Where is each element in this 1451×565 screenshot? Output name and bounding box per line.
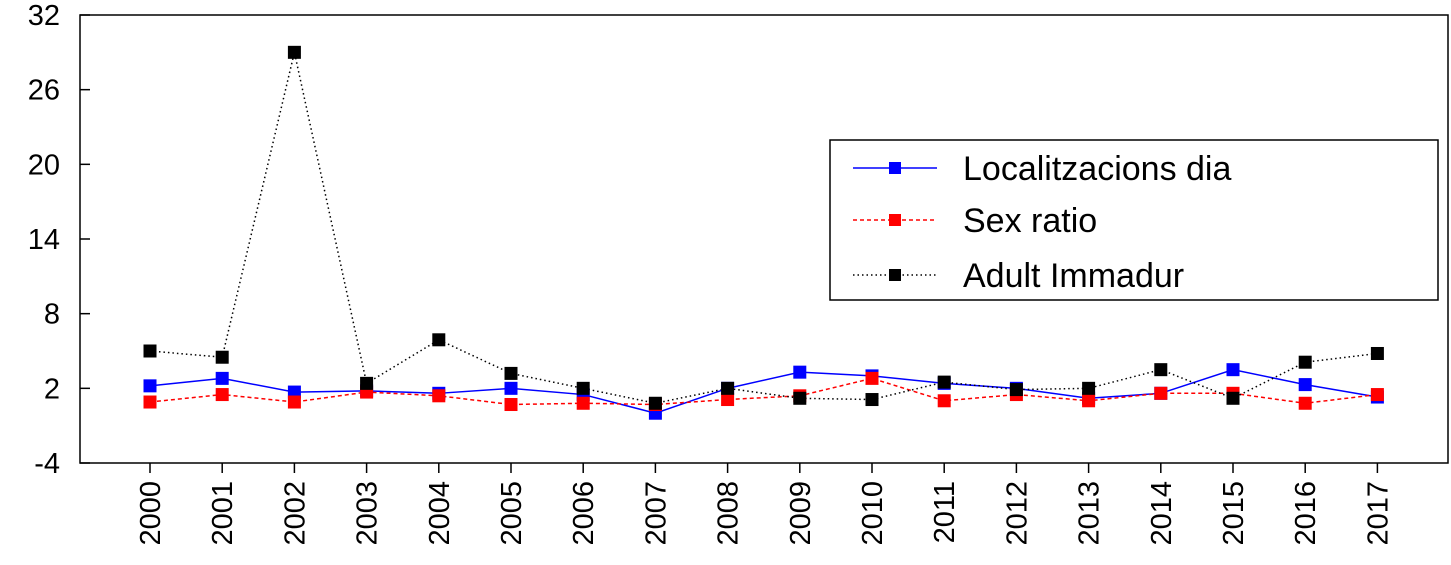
series-line	[149, 368, 1378, 415]
data-point	[504, 366, 518, 380]
data-point	[1298, 355, 1312, 369]
data-point	[143, 395, 157, 409]
data-point	[865, 371, 879, 385]
data-point	[504, 381, 518, 395]
data-point	[215, 371, 229, 385]
legend-marker-adult-immadur	[889, 269, 901, 281]
data-point	[648, 396, 662, 410]
legend-label-localitzacions: Localitzacions dia	[963, 150, 1231, 188]
data-point	[1154, 363, 1168, 377]
y-tick-label: 2	[44, 373, 60, 405]
y-tick-label: 14	[28, 224, 60, 256]
x-tick-label: 2013	[1074, 481, 1106, 546]
data-point	[432, 389, 446, 403]
data-point	[1226, 391, 1240, 405]
x-tick-label: 2017	[1362, 481, 1394, 546]
y-tick-label: -4	[34, 448, 60, 480]
x-tick-label: 2006	[568, 481, 600, 546]
data-point	[143, 344, 157, 358]
series-line	[149, 377, 1378, 406]
data-point	[576, 396, 590, 410]
x-tick-label: 2007	[640, 481, 672, 546]
x-tick-label: 2012	[1001, 481, 1033, 546]
data-point	[215, 388, 229, 402]
data-point	[937, 375, 951, 389]
data-point	[1009, 383, 1023, 397]
x-tick-label: 2014	[1146, 481, 1178, 546]
data-point	[1082, 381, 1096, 395]
series-lines	[149, 52, 1378, 415]
data-point	[287, 45, 301, 59]
data-point	[865, 393, 879, 407]
y-tick-label: 32	[28, 0, 60, 32]
y-tick-label: 20	[28, 149, 60, 181]
data-point	[1226, 363, 1240, 377]
x-tick-label: 2016	[1290, 481, 1322, 546]
x-tick-label: 2011	[929, 481, 961, 543]
data-point	[504, 398, 518, 412]
data-point	[1082, 394, 1096, 408]
data-point	[576, 381, 590, 395]
data-point	[215, 350, 229, 364]
data-point	[721, 381, 735, 395]
x-tick-label: 2003	[352, 481, 384, 546]
data-point	[360, 376, 374, 390]
y-axis: 32 26 20 14 8 2 -4	[28, 0, 90, 480]
data-point	[793, 391, 807, 405]
series-points	[143, 45, 1384, 420]
data-point	[1154, 386, 1168, 400]
x-tick-label: 2005	[496, 481, 528, 546]
data-point	[1298, 378, 1312, 392]
data-point	[1370, 346, 1384, 360]
legend-label-adult-immadur: Adult Immadur	[963, 257, 1184, 295]
data-point	[1370, 388, 1384, 402]
data-point	[721, 393, 735, 407]
data-point	[1298, 396, 1312, 410]
x-tick-label: 2015	[1218, 481, 1250, 546]
legend: Localitzacions dia Sex ratio Adult Immad…	[829, 139, 1439, 301]
legend-marker-sex-ratio	[889, 214, 901, 226]
data-point	[143, 379, 157, 393]
data-point	[793, 365, 807, 379]
legend-label-sex-ratio: Sex ratio	[963, 202, 1097, 240]
x-tick-label: 2010	[857, 481, 889, 546]
data-point	[287, 395, 301, 409]
data-point	[287, 385, 301, 399]
y-tick-label: 26	[28, 75, 60, 107]
x-tick-label: 2000	[135, 481, 167, 546]
x-tick-label: 2002	[279, 481, 311, 546]
x-tick-label: 2008	[713, 481, 745, 546]
data-point	[937, 394, 951, 408]
legend-marker-localitzacions	[889, 162, 901, 174]
x-axis: 2000 2001 2002 2003 2004 2005 2006 2007 2008 2009…	[135, 463, 1394, 546]
x-tick-label: 2009	[785, 481, 817, 546]
x-tick-label: 2001	[207, 481, 239, 546]
data-point	[432, 333, 446, 347]
y-tick-label: 8	[44, 299, 60, 331]
x-tick-label: 2004	[424, 481, 456, 546]
